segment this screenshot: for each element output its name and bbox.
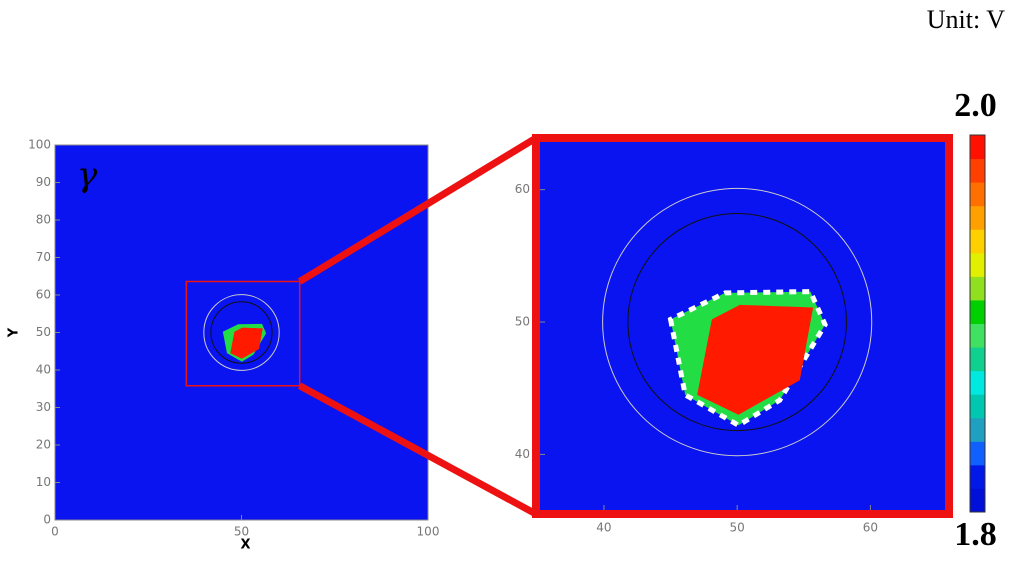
y-tick-label: 80: [36, 213, 51, 227]
colorbar-level: [970, 229, 985, 254]
x-tick-label: 60: [863, 521, 878, 535]
plot-area: [55, 145, 428, 520]
y-tick-label: 50: [515, 315, 530, 329]
unit-label: Unit: V: [927, 5, 1005, 34]
zoom-connector: [298, 382, 538, 518]
zoom-connector: [297, 135, 538, 285]
x-tick-label: 50: [730, 521, 745, 535]
y-tick-label: 40: [515, 447, 530, 461]
region: [697, 304, 814, 415]
circle: [602, 187, 873, 457]
y-tick-label: 0: [43, 513, 51, 527]
region: [230, 327, 263, 359]
y-tick-label: 30: [36, 400, 51, 414]
colorbar-level: [970, 394, 985, 419]
frame: [532, 134, 953, 518]
colorbar-level: [970, 370, 985, 395]
colorbar-level: [970, 276, 985, 301]
y-tick-label: 90: [36, 175, 51, 189]
x-tick-label: 0: [51, 525, 59, 539]
circle: [203, 294, 280, 371]
y-tick-label: 100: [28, 138, 51, 152]
y-tick-label: 60: [515, 182, 530, 196]
colorbar-level: [970, 323, 985, 348]
x-tick-label: 100: [417, 525, 440, 539]
colorbar-level: [970, 158, 985, 183]
colorbar-level: [970, 182, 985, 207]
y-tick-label: 10: [36, 475, 51, 489]
region-outline: [667, 289, 828, 429]
circle: [210, 301, 273, 364]
y-axis-label: Y: [7, 327, 22, 338]
colorbar-level: [970, 135, 985, 160]
y-tick-label: 40: [36, 363, 51, 377]
colorbar-level: [970, 205, 985, 230]
y-tick-label: 70: [36, 250, 51, 264]
colorbar-level: [970, 347, 985, 372]
colorbar-label: 2.0: [954, 87, 997, 124]
colorbar-level: [970, 299, 985, 324]
colorbar-level: [970, 488, 985, 513]
circle: [627, 212, 847, 432]
y-tick-label: 50: [36, 325, 51, 339]
x-tick-label: 40: [596, 521, 611, 535]
colorbar-level: [970, 441, 985, 466]
colorbar-level: [970, 417, 985, 442]
x-tick-label: 50: [234, 525, 249, 539]
panel-label: γ: [77, 155, 98, 195]
plot-area: [540, 142, 945, 510]
y-tick-label: 60: [36, 288, 51, 302]
colorbar-level: [970, 464, 985, 489]
colorbar-level: [970, 252, 985, 277]
colorbar-label: 1.8: [954, 516, 997, 553]
x-axis-label: X: [240, 538, 250, 553]
y-tick-label: 20: [36, 438, 51, 452]
zoom-box: [185, 280, 301, 387]
